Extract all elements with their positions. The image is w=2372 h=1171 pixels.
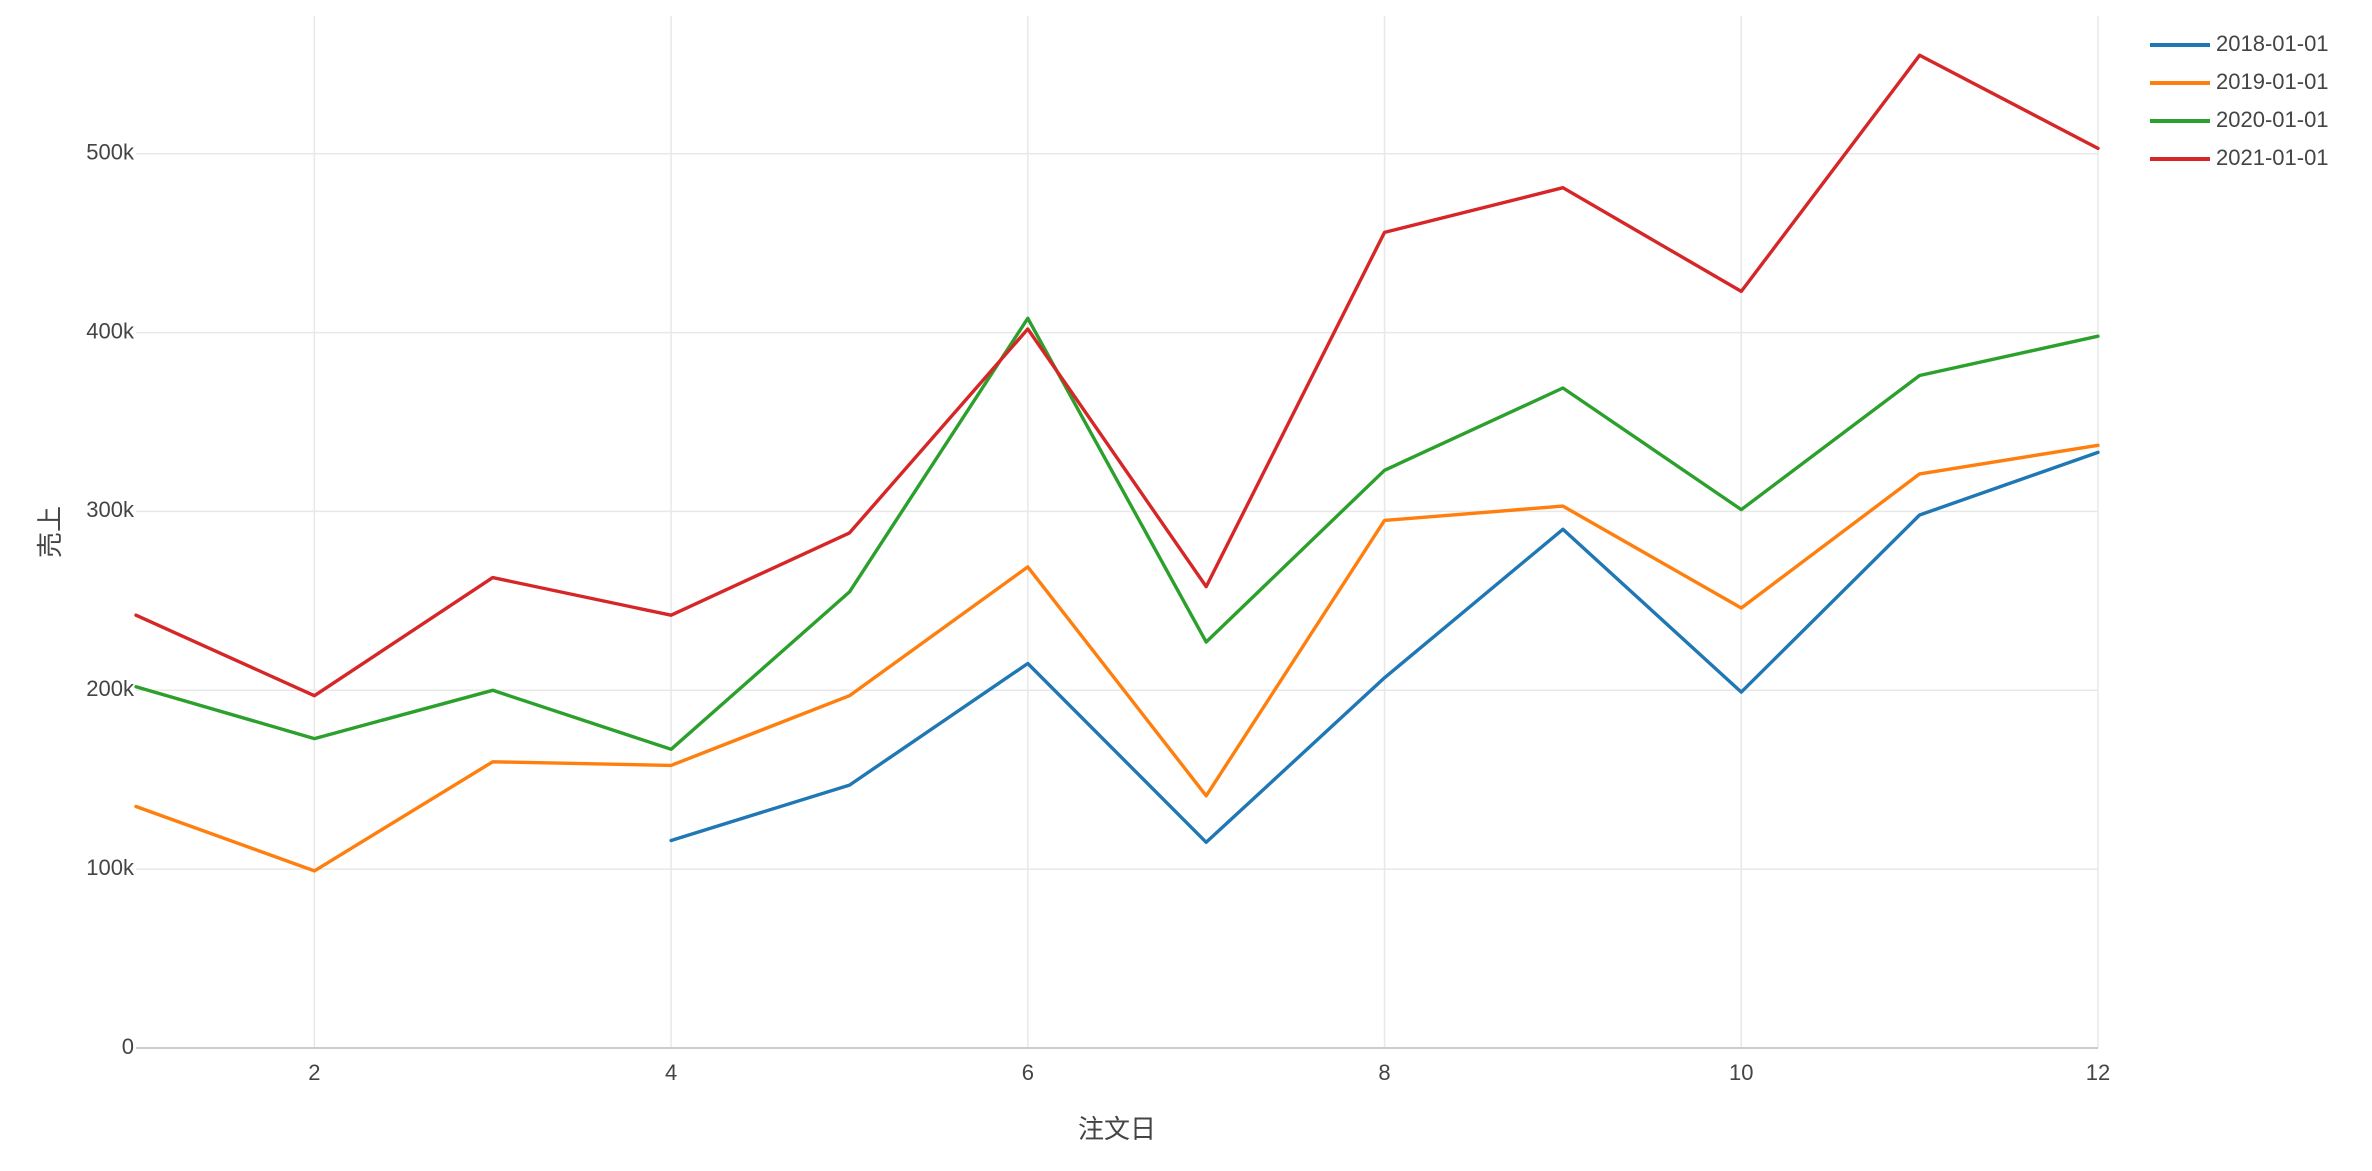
x-axis-title: 注文日 [1078, 1114, 1156, 1144]
series-line-4[interactable] [134, 53, 2100, 698]
x-tick-label: 4 [665, 1060, 677, 1085]
grid [136, 16, 2099, 1048]
series-line-2[interactable] [134, 443, 2100, 873]
y-tick-label: 500k [86, 140, 135, 165]
axes: 2 4 6 8 10 12 0 100k 200k 300k 400k 500k [86, 140, 2110, 1085]
x-tick-label: 10 [1729, 1060, 1753, 1085]
y-tick-label: 400k [86, 318, 135, 343]
x-tick-label: 8 [1378, 1060, 1390, 1085]
y-tick-label: 300k [86, 497, 135, 522]
x-tick-label: 12 [2086, 1060, 2110, 1085]
legend-label: 2021-01-01 [2216, 145, 2329, 170]
y-axis-title: 売上 [35, 506, 65, 558]
legend-item-2[interactable]: 2019-01-01 [2150, 69, 2329, 94]
legend-item-1[interactable]: 2018-01-01 [2150, 31, 2329, 56]
legend-item-3[interactable]: 2020-01-01 [2150, 107, 2329, 132]
legend-label: 2020-01-01 [2216, 107, 2329, 132]
y-tick-label: 100k [86, 855, 135, 880]
series-line-3[interactable] [134, 316, 2100, 751]
legend-item-4[interactable]: 2021-01-01 [2150, 145, 2329, 170]
legend[interactable]: 2018-01-01 2019-01-01 2020-01-01 2021-01-01 [2150, 31, 2329, 170]
x-tick-label: 6 [1022, 1060, 1034, 1085]
series-lines [134, 53, 2100, 873]
y-tick-label: 0 [122, 1034, 134, 1059]
series-line-1[interactable] [669, 450, 2100, 844]
y-tick-label: 200k [86, 676, 135, 701]
legend-label: 2019-01-01 [2216, 69, 2329, 94]
x-tick-label: 2 [308, 1060, 320, 1085]
legend-label: 2018-01-01 [2216, 31, 2329, 56]
